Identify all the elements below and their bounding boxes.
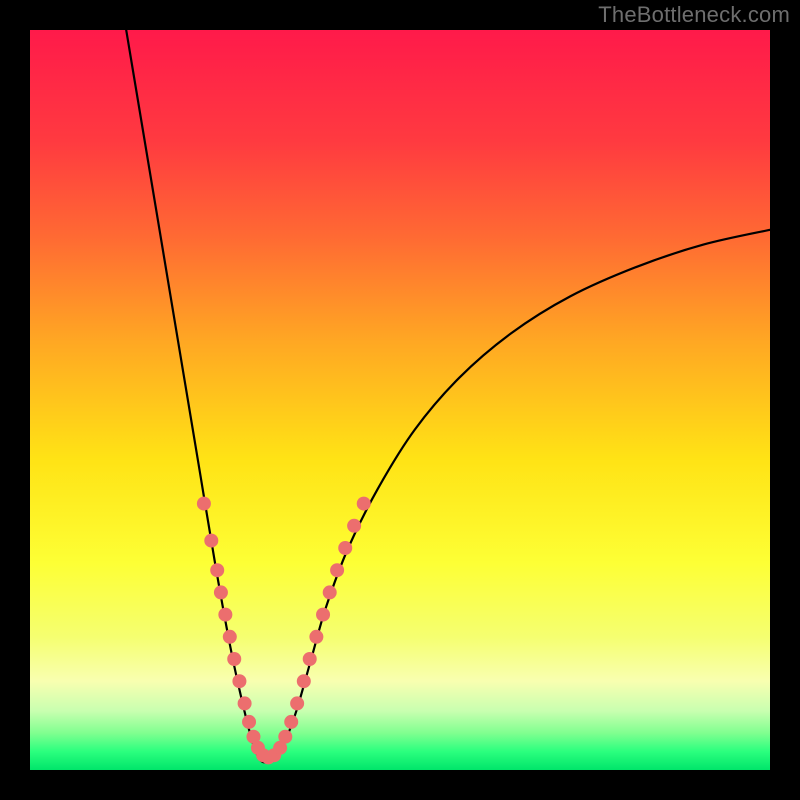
scatter-point [309,630,323,644]
chart-svg [0,0,800,800]
scatter-point [297,674,311,688]
scatter-point [232,674,246,688]
scatter-point [242,715,256,729]
gradient-background [30,30,770,770]
scatter-point [204,534,218,548]
scatter-point [227,652,241,666]
scatter-point [210,563,224,577]
scatter-point [214,585,228,599]
scatter-point [347,519,361,533]
scatter-point [284,715,298,729]
scatter-point [290,696,304,710]
watermark-text: TheBottleneck.com [598,2,790,28]
scatter-point [238,696,252,710]
scatter-point [197,497,211,511]
scatter-point [278,730,292,744]
scatter-point [303,652,317,666]
scatter-point [323,585,337,599]
scatter-point [338,541,352,555]
scatter-point [357,497,371,511]
scatter-point [218,608,232,622]
scatter-point [316,608,330,622]
plot-group [30,30,770,770]
scatter-point [330,563,344,577]
scatter-point [223,630,237,644]
chart-stage: TheBottleneck.com [0,0,800,800]
